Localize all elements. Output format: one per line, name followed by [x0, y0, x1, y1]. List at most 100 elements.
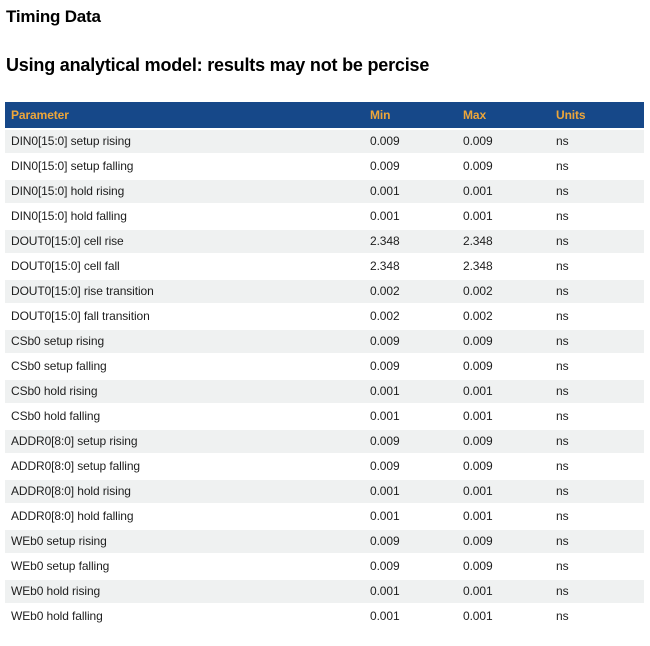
min-cell: 0.001 — [370, 603, 463, 630]
timing-table: Parameter Min Max Units DIN0[15:0] setup… — [5, 101, 644, 630]
max-cell: 0.009 — [463, 128, 556, 155]
min-cell: 0.001 — [370, 578, 463, 605]
parameter-cell: DIN0[15:0] setup falling — [5, 153, 370, 180]
parameter-cell: ADDR0[8:0] hold rising — [5, 478, 370, 505]
min-cell: 0.009 — [370, 328, 463, 355]
units-cell: ns — [556, 178, 644, 205]
min-cell: 0.001 — [370, 403, 463, 430]
min-cell: 0.009 — [370, 428, 463, 455]
units-cell: ns — [556, 528, 644, 555]
table-row: WEb0 hold falling 0.001 0.001 ns — [5, 603, 644, 630]
max-cell: 0.002 — [463, 303, 556, 330]
page-title: Timing Data — [6, 7, 101, 26]
min-cell: 0.009 — [370, 153, 463, 180]
min-cell: 0.009 — [370, 528, 463, 555]
min-cell: 0.001 — [370, 178, 463, 205]
column-header-parameter: Parameter — [5, 101, 370, 130]
timing-table-header: Parameter Min Max Units — [5, 101, 644, 130]
units-cell: ns — [556, 403, 644, 430]
min-cell: 0.001 — [370, 203, 463, 230]
min-cell: 0.001 — [370, 478, 463, 505]
table-row: ADDR0[8:0] setup rising 0.009 0.009 ns — [5, 428, 644, 455]
table-row: CSb0 setup falling 0.009 0.009 ns — [5, 353, 644, 380]
header-row: Parameter Min Max Units — [5, 101, 644, 130]
max-cell: 0.009 — [463, 528, 556, 555]
units-cell: ns — [556, 153, 644, 180]
units-cell: ns — [556, 578, 644, 605]
table-row: WEb0 setup falling 0.009 0.009 ns — [5, 553, 644, 580]
units-cell: ns — [556, 503, 644, 530]
parameter-cell: WEb0 hold rising — [5, 578, 370, 605]
parameter-cell: WEb0 setup rising — [5, 528, 370, 555]
table-row: ADDR0[8:0] hold falling 0.001 0.001 ns — [5, 503, 644, 530]
units-cell: ns — [556, 453, 644, 480]
max-cell: 0.001 — [463, 478, 556, 505]
page-subtitle: Using analytical model: results may not … — [6, 55, 430, 76]
table-row: ADDR0[8:0] setup falling 0.009 0.009 ns — [5, 453, 644, 480]
units-cell: ns — [556, 303, 644, 330]
table-row: DOUT0[15:0] cell rise 2.348 2.348 ns — [5, 228, 644, 255]
parameter-cell: DIN0[15:0] hold rising — [5, 178, 370, 205]
column-header-max: Max — [463, 101, 556, 130]
table-row: ADDR0[8:0] hold rising 0.001 0.001 ns — [5, 478, 644, 505]
parameter-cell: ADDR0[8:0] hold falling — [5, 503, 370, 530]
units-cell: ns — [556, 328, 644, 355]
parameter-cell: CSb0 setup falling — [5, 353, 370, 380]
max-cell: 0.001 — [463, 578, 556, 605]
table-row: CSb0 hold rising 0.001 0.001 ns — [5, 378, 644, 405]
min-cell: 0.002 — [370, 303, 463, 330]
units-cell: ns — [556, 353, 644, 380]
units-cell: ns — [556, 228, 644, 255]
units-cell: ns — [556, 203, 644, 230]
min-cell: 0.009 — [370, 128, 463, 155]
table-row: DOUT0[15:0] fall transition 0.002 0.002 … — [5, 303, 644, 330]
units-cell: ns — [556, 253, 644, 280]
min-cell: 0.001 — [370, 503, 463, 530]
units-cell: ns — [556, 478, 644, 505]
max-cell: 0.002 — [463, 278, 556, 305]
max-cell: 0.001 — [463, 403, 556, 430]
parameter-cell: DOUT0[15:0] cell fall — [5, 253, 370, 280]
max-cell: 0.009 — [463, 428, 556, 455]
min-cell: 0.001 — [370, 378, 463, 405]
parameter-cell: DIN0[15:0] setup rising — [5, 128, 370, 155]
table-row: CSb0 setup rising 0.009 0.009 ns — [5, 328, 644, 355]
parameter-cell: WEb0 setup falling — [5, 553, 370, 580]
max-cell: 0.001 — [463, 178, 556, 205]
table-row: DIN0[15:0] hold falling 0.001 0.001 ns — [5, 203, 644, 230]
min-cell: 0.009 — [370, 553, 463, 580]
table-row: DIN0[15:0] setup rising 0.009 0.009 ns — [5, 128, 644, 155]
table-row: WEb0 hold rising 0.001 0.001 ns — [5, 578, 644, 605]
min-cell: 2.348 — [370, 253, 463, 280]
table-row: WEb0 setup rising 0.009 0.009 ns — [5, 528, 644, 555]
max-cell: 0.001 — [463, 503, 556, 530]
parameter-cell: CSb0 hold rising — [5, 378, 370, 405]
table-row: DOUT0[15:0] rise transition 0.002 0.002 … — [5, 278, 644, 305]
column-header-min: Min — [370, 101, 463, 130]
units-cell: ns — [556, 603, 644, 630]
max-cell: 0.009 — [463, 328, 556, 355]
units-cell: ns — [556, 278, 644, 305]
max-cell: 0.009 — [463, 453, 556, 480]
max-cell: 0.009 — [463, 153, 556, 180]
min-cell: 0.009 — [370, 353, 463, 380]
min-cell: 2.348 — [370, 228, 463, 255]
max-cell: 2.348 — [463, 228, 556, 255]
parameter-cell: CSb0 setup rising — [5, 328, 370, 355]
table-row: DIN0[15:0] hold rising 0.001 0.001 ns — [5, 178, 644, 205]
parameter-cell: WEb0 hold falling — [5, 603, 370, 630]
parameter-cell: DOUT0[15:0] fall transition — [5, 303, 370, 330]
max-cell: 0.009 — [463, 353, 556, 380]
parameter-cell: CSb0 hold falling — [5, 403, 370, 430]
max-cell: 0.001 — [463, 603, 556, 630]
units-cell: ns — [556, 378, 644, 405]
parameter-cell: DOUT0[15:0] rise transition — [5, 278, 370, 305]
max-cell: 0.009 — [463, 553, 556, 580]
parameter-cell: ADDR0[8:0] setup rising — [5, 428, 370, 455]
timing-table-body: DIN0[15:0] setup rising 0.009 0.009 ns D… — [5, 128, 644, 630]
units-cell: ns — [556, 428, 644, 455]
table-row: CSb0 hold falling 0.001 0.001 ns — [5, 403, 644, 430]
units-cell: ns — [556, 128, 644, 155]
parameter-cell: DOUT0[15:0] cell rise — [5, 228, 370, 255]
